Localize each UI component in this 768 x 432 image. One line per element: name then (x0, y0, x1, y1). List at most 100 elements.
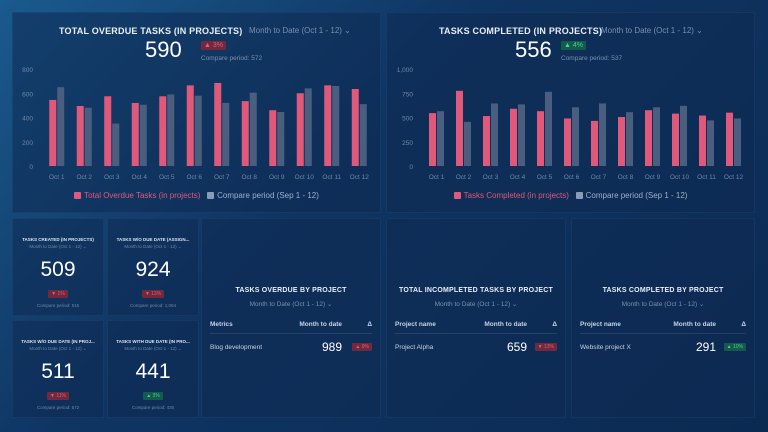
x-tick-label: Oct 7 (214, 174, 230, 181)
legend-item-series2[interactable]: Compare period (Sep 1 - 12) (575, 191, 688, 200)
kpi-tile: TASKS WITH DUE DATE (IN PRO... Month to … (107, 320, 199, 418)
y-tick-label: 800 (22, 67, 33, 74)
y-tick-label: 1,000 (397, 67, 414, 74)
table-title: TOTAL INCOMPLETED TASKS BY PROJECT (399, 287, 553, 294)
bar (672, 113, 679, 166)
x-tick-label: Oct 12 (350, 174, 370, 181)
bar (332, 85, 340, 166)
col-header[interactable]: Metrics (210, 321, 233, 328)
tile-delta-badge: ▼ 13% (141, 290, 165, 298)
x-tick-label: Oct 5 (159, 174, 175, 181)
tile-period-dropdown[interactable]: Month to Date (Oct 1 - 12) ⌄ (29, 244, 87, 249)
completed-value: 556 (515, 37, 552, 62)
bar (304, 88, 312, 166)
bar (351, 89, 359, 166)
completed-delta-badge: ▲ 4% (561, 41, 586, 50)
bar (464, 121, 471, 166)
row-name: Blog development (210, 343, 263, 351)
bar (194, 95, 202, 166)
x-tick-label: Oct 2 (456, 174, 472, 181)
bar (645, 110, 652, 166)
x-tick-label: Oct 9 (269, 174, 285, 181)
tile-period-dropdown[interactable]: Month to Date (Oct 1 - 12) ⌄ (124, 244, 182, 249)
bar (734, 118, 741, 166)
bar (249, 92, 257, 166)
legend-item-series2[interactable]: Compare period (Sep 1 - 12) (207, 191, 319, 200)
x-tick-label: Oct 1 (49, 174, 65, 181)
bar (707, 120, 714, 166)
completed-title: TASKS COMPLETED (IN PROJECTS) (439, 26, 603, 36)
kpi-tile: TASKS CREATED (IN PROJECTS) Month to Dat… (12, 218, 104, 316)
bar (131, 102, 139, 166)
checkbox-icon (207, 192, 215, 199)
overdue-bar-chart: 0 200 400 600 800 Oct 1 Oct 2 Oct 3 Oct 4 Oct 5 Oc… (22, 67, 370, 181)
checkbox-icon (575, 192, 583, 199)
bar (214, 82, 222, 166)
kpi-tile: TASKS W/O DUE DATE (IN PROJ... Month to … (12, 320, 104, 418)
col-header[interactable]: Month to date (484, 321, 527, 328)
col-header[interactable]: Project name (580, 321, 621, 328)
overdue-title: TOTAL OVERDUE TASKS (IN PROJECTS) (59, 26, 243, 36)
tile-compare: Compare period: 515 (36, 303, 80, 308)
col-header[interactable]: Project name (395, 321, 436, 328)
x-tick-label: Oct 9 (645, 174, 661, 181)
row-value: 291 (695, 340, 716, 354)
bar (167, 94, 175, 166)
x-tick-label: Oct 2 (76, 174, 92, 181)
tile-compare: Compare period: 1,064 (129, 303, 177, 308)
legend-item-series1[interactable]: Tasks Completed (in projects) (453, 191, 569, 200)
bar (456, 90, 463, 166)
tile-value: 509 (40, 258, 76, 281)
period-label: Month to Date (Oct 1 - 12) (249, 26, 342, 35)
data-table: Metrics Month to date Δ Blog development 98… (210, 321, 372, 354)
data-table: Project name Month to date Δ Project Alpha… (395, 321, 557, 354)
bar (139, 104, 147, 166)
bar (618, 117, 625, 166)
tile-title: TASKS WITH DUE DATE (IN PRO... (116, 339, 190, 344)
bar (491, 103, 498, 166)
kpi-tile: TASKS W/O DUE DATE (ASSIGN... Month to D… (107, 218, 199, 316)
bar (84, 107, 92, 166)
y-tick-label: 0 (29, 164, 33, 171)
completed-legend: Tasks Completed (in projects) Compare pe… (387, 191, 754, 200)
table-row[interactable]: Website project X 291 ▲ 10% (580, 334, 746, 354)
tile-period-dropdown[interactable]: Month to Date (Oct 1 - 12) ⌄ (124, 346, 182, 351)
project-table-panel: TASKS OVERDUE BY PROJECT Month to Date (… (201, 218, 381, 418)
table-row[interactable]: Blog development 989 ▲ 9% (210, 334, 372, 354)
y-tick-label: 750 (402, 91, 413, 98)
legend-label: Compare period (Sep 1 - 12) (585, 191, 688, 200)
x-tick-label: Oct 10 (295, 174, 315, 181)
bar (222, 102, 230, 166)
bar (186, 85, 194, 166)
overdue-period-dropdown[interactable]: Month to Date (Oct 1 - 12) ⌄ (249, 26, 351, 35)
legend-item-series1[interactable]: Total Overdue Tasks (in projects) (74, 191, 200, 200)
overdue-delta-badge: ▲ 3% (201, 41, 226, 50)
bar (626, 112, 633, 166)
table-header: Project name Month to date Δ (580, 321, 746, 334)
bar (324, 85, 332, 166)
table-row[interactable]: Project Alpha 659 ▼ 13% (395, 334, 557, 354)
row-delta-badge: ▲ 9% (352, 343, 372, 351)
col-header[interactable]: Δ (367, 321, 372, 328)
table-period-dropdown[interactable]: Month to Date (Oct 1 - 12) ⌄ (434, 301, 518, 308)
x-tick-label: Oct 6 (186, 174, 202, 181)
col-header[interactable]: Month to date (299, 321, 342, 328)
completed-bar-chart: 0 250 500 750 1,000 Oct 1 Oct 2 Oct 3 Oct 4 Oct 5… (397, 67, 744, 181)
project-table-panel: TASKS COMPLETED BY PROJECT Month to Date… (571, 218, 755, 418)
tile-value: 441 (135, 360, 171, 383)
tile-period-dropdown[interactable]: Month to Date (Oct 1 - 12) ⌄ (29, 346, 87, 351)
completed-period-dropdown[interactable]: Month to Date (Oct 1 - 12) ⌄ (601, 26, 703, 35)
table-period-dropdown[interactable]: Month to Date (Oct 1 - 12) ⌄ (621, 301, 705, 308)
y-tick-label: 200 (22, 140, 33, 147)
x-tick-label: Oct 5 (537, 174, 553, 181)
col-header[interactable]: Δ (741, 321, 746, 328)
checkbox-icon (453, 192, 461, 199)
col-header[interactable]: Month to date (673, 321, 716, 328)
bar (241, 101, 249, 166)
table-period-dropdown[interactable]: Month to Date (Oct 1 - 12) ⌄ (249, 301, 333, 308)
col-header[interactable]: Δ (552, 321, 557, 328)
tile-value: 511 (41, 360, 75, 383)
x-tick-label: Oct 4 (131, 174, 147, 181)
completed-chart-panel: TASKS COMPLETED (IN PROJECTS) Month to D… (386, 12, 755, 213)
overdue-compare: Compare period: 572 (201, 55, 263, 62)
